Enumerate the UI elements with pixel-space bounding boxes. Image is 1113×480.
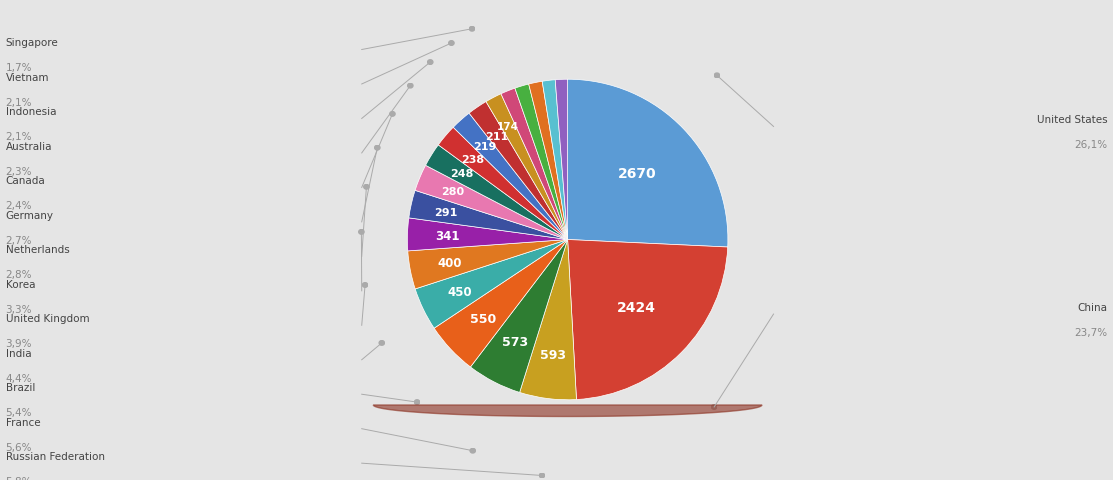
Circle shape: [449, 42, 454, 46]
Text: 2,3%: 2,3%: [6, 167, 32, 177]
Wedge shape: [407, 240, 568, 289]
Text: Germany: Germany: [6, 210, 53, 220]
Circle shape: [414, 400, 420, 405]
Text: 2,7%: 2,7%: [6, 235, 32, 245]
Text: 593: 593: [540, 348, 567, 361]
Circle shape: [470, 448, 475, 453]
Wedge shape: [415, 240, 568, 328]
Wedge shape: [425, 145, 568, 240]
Text: 3,9%: 3,9%: [6, 338, 32, 348]
Text: 291: 291: [434, 207, 457, 217]
Text: United States: United States: [1037, 115, 1107, 125]
Text: 2,8%: 2,8%: [6, 270, 32, 280]
Text: 573: 573: [502, 336, 528, 349]
Wedge shape: [408, 191, 568, 240]
Circle shape: [715, 74, 720, 79]
Text: 280: 280: [441, 187, 464, 197]
Wedge shape: [542, 81, 568, 240]
Text: 2670: 2670: [618, 167, 657, 181]
Text: 219: 219: [473, 142, 496, 152]
Circle shape: [363, 283, 367, 288]
Text: 174: 174: [498, 121, 520, 132]
Circle shape: [427, 60, 433, 65]
Wedge shape: [486, 95, 568, 240]
Text: 5,4%: 5,4%: [6, 408, 32, 417]
Wedge shape: [529, 82, 568, 240]
Text: 1,7%: 1,7%: [6, 63, 32, 73]
Circle shape: [380, 341, 384, 346]
Text: 211: 211: [485, 132, 509, 142]
Wedge shape: [415, 166, 568, 240]
Text: Russian Federation: Russian Federation: [6, 451, 105, 461]
Text: 23,7%: 23,7%: [1074, 327, 1107, 337]
Text: Brazil: Brazil: [6, 383, 35, 392]
Text: 2,4%: 2,4%: [6, 201, 32, 211]
Circle shape: [375, 146, 380, 151]
Circle shape: [390, 112, 395, 117]
Text: France: France: [6, 417, 40, 427]
Text: Netherlands: Netherlands: [6, 245, 69, 255]
Text: 238: 238: [461, 154, 484, 164]
Wedge shape: [407, 218, 568, 252]
Wedge shape: [568, 80, 728, 248]
Text: United Kingdom: United Kingdom: [6, 313, 89, 324]
Wedge shape: [439, 128, 568, 240]
Wedge shape: [520, 240, 577, 400]
Text: 2,1%: 2,1%: [6, 132, 32, 142]
Text: 400: 400: [437, 256, 462, 269]
Polygon shape: [373, 405, 762, 417]
Text: 5,6%: 5,6%: [6, 442, 32, 452]
Wedge shape: [501, 89, 568, 240]
Text: Australia: Australia: [6, 142, 52, 152]
Wedge shape: [453, 114, 568, 240]
Text: Korea: Korea: [6, 279, 36, 289]
Circle shape: [711, 405, 717, 409]
Text: 2424: 2424: [617, 300, 656, 314]
Text: Vietnam: Vietnam: [6, 73, 49, 83]
Text: 5,8%: 5,8%: [6, 476, 32, 480]
Text: 550: 550: [471, 312, 496, 325]
Circle shape: [540, 473, 544, 478]
Text: 4,4%: 4,4%: [6, 373, 32, 383]
Text: 3,3%: 3,3%: [6, 304, 32, 314]
Text: 450: 450: [447, 286, 472, 299]
Wedge shape: [515, 85, 568, 240]
Circle shape: [407, 84, 413, 89]
Text: 248: 248: [450, 169, 473, 179]
Wedge shape: [555, 80, 568, 240]
Circle shape: [364, 185, 370, 190]
Text: China: China: [1077, 302, 1107, 312]
Text: Canada: Canada: [6, 176, 46, 186]
Circle shape: [470, 27, 475, 32]
Text: 26,1%: 26,1%: [1074, 140, 1107, 150]
Wedge shape: [471, 240, 568, 393]
Text: Singapore: Singapore: [6, 38, 58, 48]
Wedge shape: [434, 240, 568, 367]
Wedge shape: [568, 240, 728, 400]
Text: 341: 341: [435, 229, 460, 242]
Wedge shape: [469, 102, 568, 240]
Text: India: India: [6, 348, 31, 358]
Text: 2,1%: 2,1%: [6, 98, 32, 108]
Circle shape: [358, 230, 364, 235]
Text: Indonesia: Indonesia: [6, 107, 56, 117]
